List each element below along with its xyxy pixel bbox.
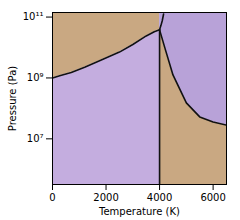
svg-text:4000: 4000: [147, 192, 172, 203]
svg-text:10⁷: 10⁷: [27, 133, 44, 144]
svg-text:Pressure (Pa): Pressure (Pa): [7, 66, 18, 131]
svg-text:10⁹: 10⁹: [27, 72, 44, 83]
svg-text:Temperature (K): Temperature (K): [98, 206, 180, 217]
svg-text:0: 0: [49, 192, 55, 203]
svg-text:6000: 6000: [200, 192, 225, 203]
svg-text:2000: 2000: [93, 192, 118, 203]
svg-text:10¹¹: 10¹¹: [23, 11, 44, 22]
